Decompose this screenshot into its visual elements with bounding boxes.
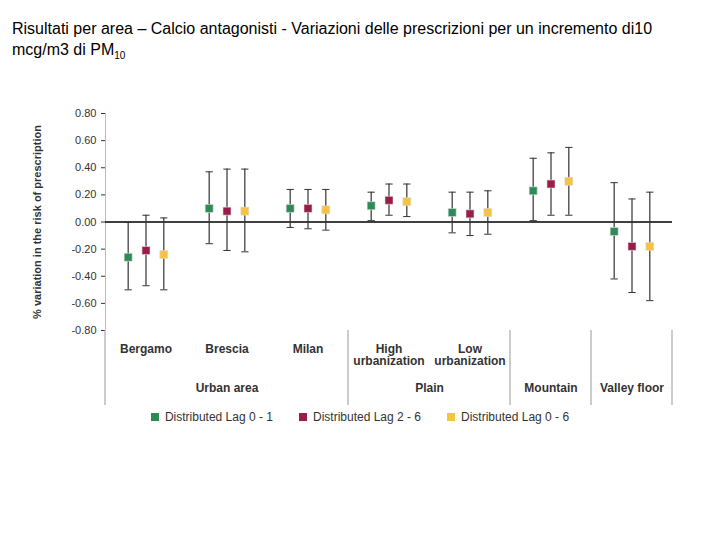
svg-text:Valley floor: Valley floor — [600, 381, 664, 395]
svg-text:Milan: Milan — [293, 342, 324, 356]
svg-text:Mountain: Mountain — [524, 381, 577, 395]
svg-text:-0.20: -0.20 — [71, 243, 96, 255]
svg-text:0.80: 0.80 — [75, 107, 96, 119]
svg-text:Lowurbanization: Lowurbanization — [434, 342, 505, 368]
html-text:Risultati per area – Calcio an: Risultati per area – Calcio antagonisti … — [12, 20, 652, 62]
html-text:Distributed Lag 0 - 1: Distributed Lag 0 - 1 — [164, 410, 273, 424]
svg-text:Urban area: Urban area — [196, 381, 259, 395]
html-text:Distributed Lag 2 - 6: Distributed Lag 2 - 6 — [313, 410, 421, 424]
html-text:Distributed Lag 0 - 6: Distributed Lag 0 - 6 — [461, 410, 570, 424]
svg-text:Plain: Plain — [415, 381, 444, 395]
svg-text:-0.80: -0.80 — [71, 324, 96, 336]
svg-text:Bergamo: Bergamo — [120, 342, 172, 356]
svg-text:% variation in the risk of pre: % variation in the risk of prescription — [31, 125, 43, 319]
svg-text:0.60: 0.60 — [75, 134, 96, 146]
svg-text:-0.60: -0.60 — [71, 297, 96, 309]
svg-text:0.00: 0.00 — [75, 216, 96, 228]
svg-text:-0.40: -0.40 — [71, 270, 96, 282]
svg-text:Brescia: Brescia — [205, 342, 249, 356]
svg-text:0.40: 0.40 — [75, 161, 96, 173]
svg-text:0.20: 0.20 — [75, 188, 96, 200]
svg-text:Highurbanization: Highurbanization — [353, 342, 424, 368]
